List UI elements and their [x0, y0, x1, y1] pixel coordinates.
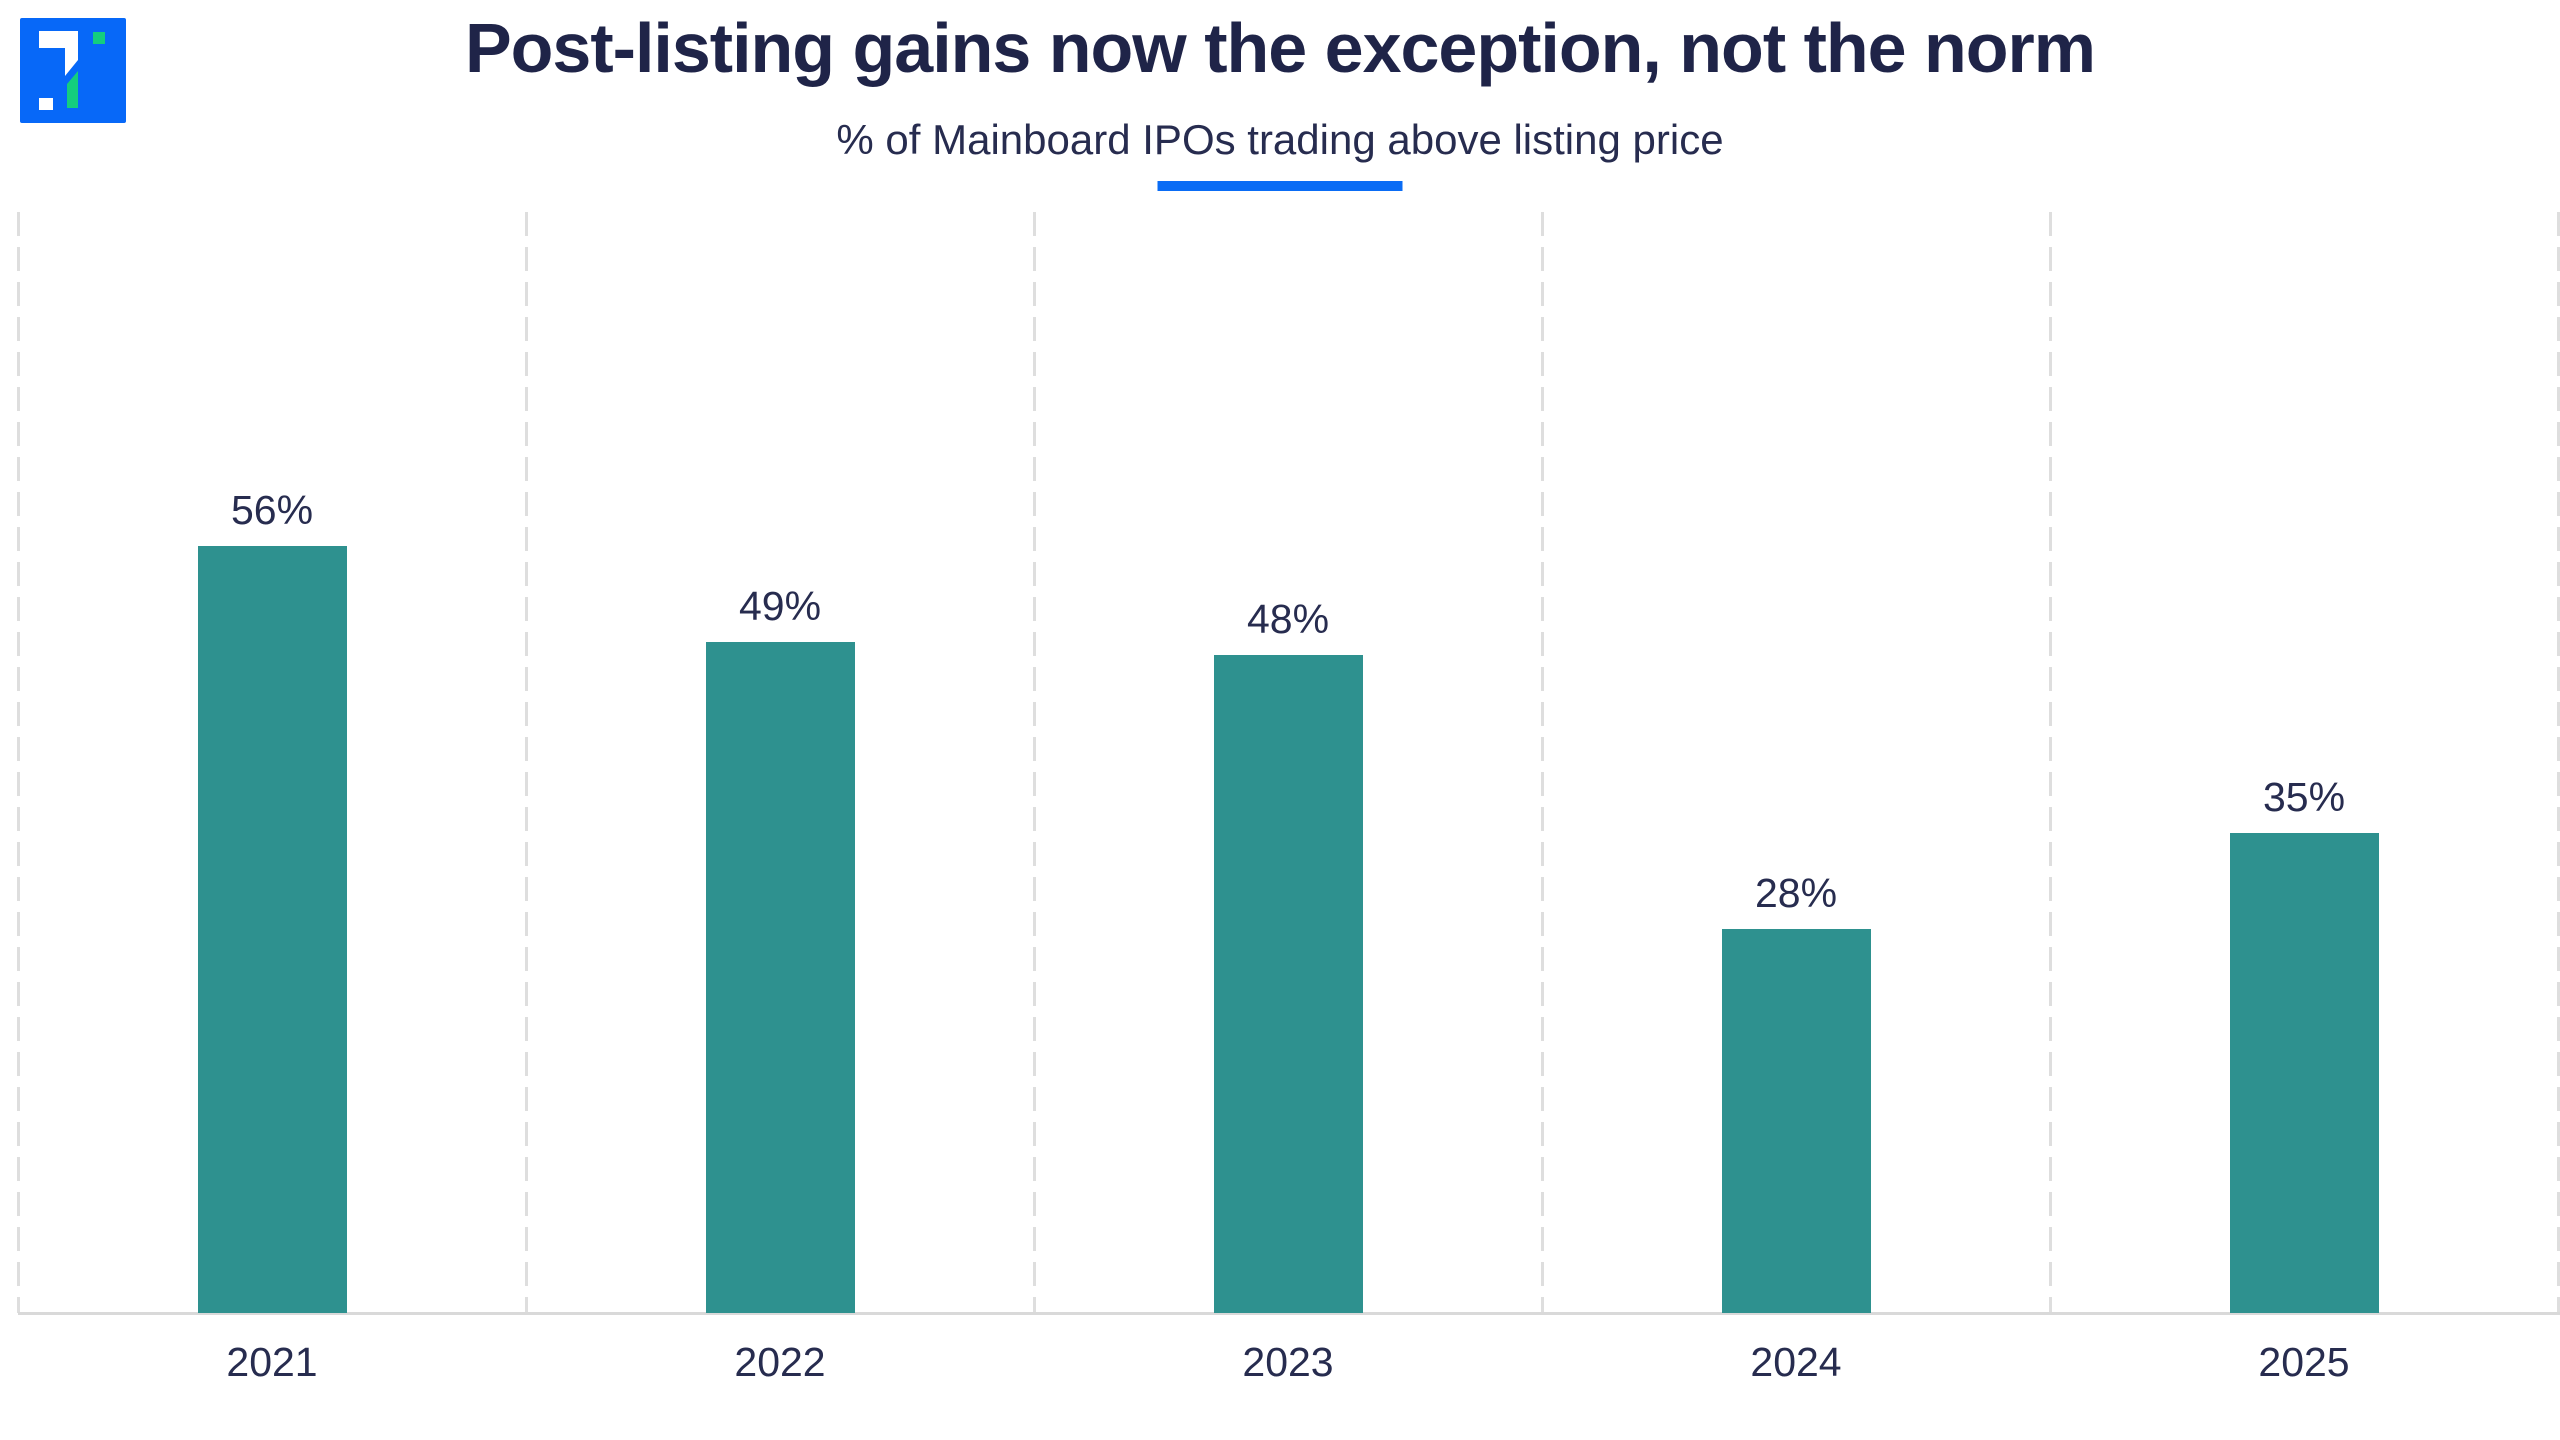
x-axis-tick-label: 2025: [2258, 1339, 2350, 1385]
vertical-dashed-gridline: [1032, 212, 1036, 1313]
bar-value-label: 49%: [738, 583, 822, 629]
subtitle-accent-underline: [1157, 181, 1403, 191]
bar-2025: [2229, 833, 2379, 1313]
bar-value-label: 35%: [2262, 774, 2346, 820]
vertical-dashed-gridline: [2556, 212, 2560, 1313]
bar-2021: [197, 546, 347, 1313]
brand-logo-icon: [20, 18, 126, 123]
bar-2024: [1721, 929, 1871, 1313]
bar-value-label: 48%: [1246, 596, 1330, 642]
chart-title: Post-listing gains now the exception, no…: [464, 9, 2096, 87]
x-axis-tick-label: 2021: [226, 1339, 318, 1385]
chart-subtitle: % of Mainboard IPOs trading above listin…: [836, 116, 1724, 163]
x-axis-tick-label: 2024: [1750, 1339, 1842, 1385]
vertical-dashed-gridline: [16, 212, 20, 1313]
x-axis-tick-label: 2023: [1242, 1339, 1334, 1385]
vertical-dashed-gridline: [2048, 212, 2052, 1313]
x-axis-tick-label: 2022: [734, 1339, 826, 1385]
vertical-dashed-gridline: [524, 212, 528, 1313]
x-axis-baseline: [18, 1312, 2560, 1315]
bar-2023: [1213, 655, 1363, 1313]
bar-2022: [705, 642, 855, 1313]
bar-value-label: 56%: [230, 487, 314, 533]
vertical-dashed-gridline: [1540, 212, 1544, 1313]
bar-value-label: 28%: [1754, 870, 1838, 916]
